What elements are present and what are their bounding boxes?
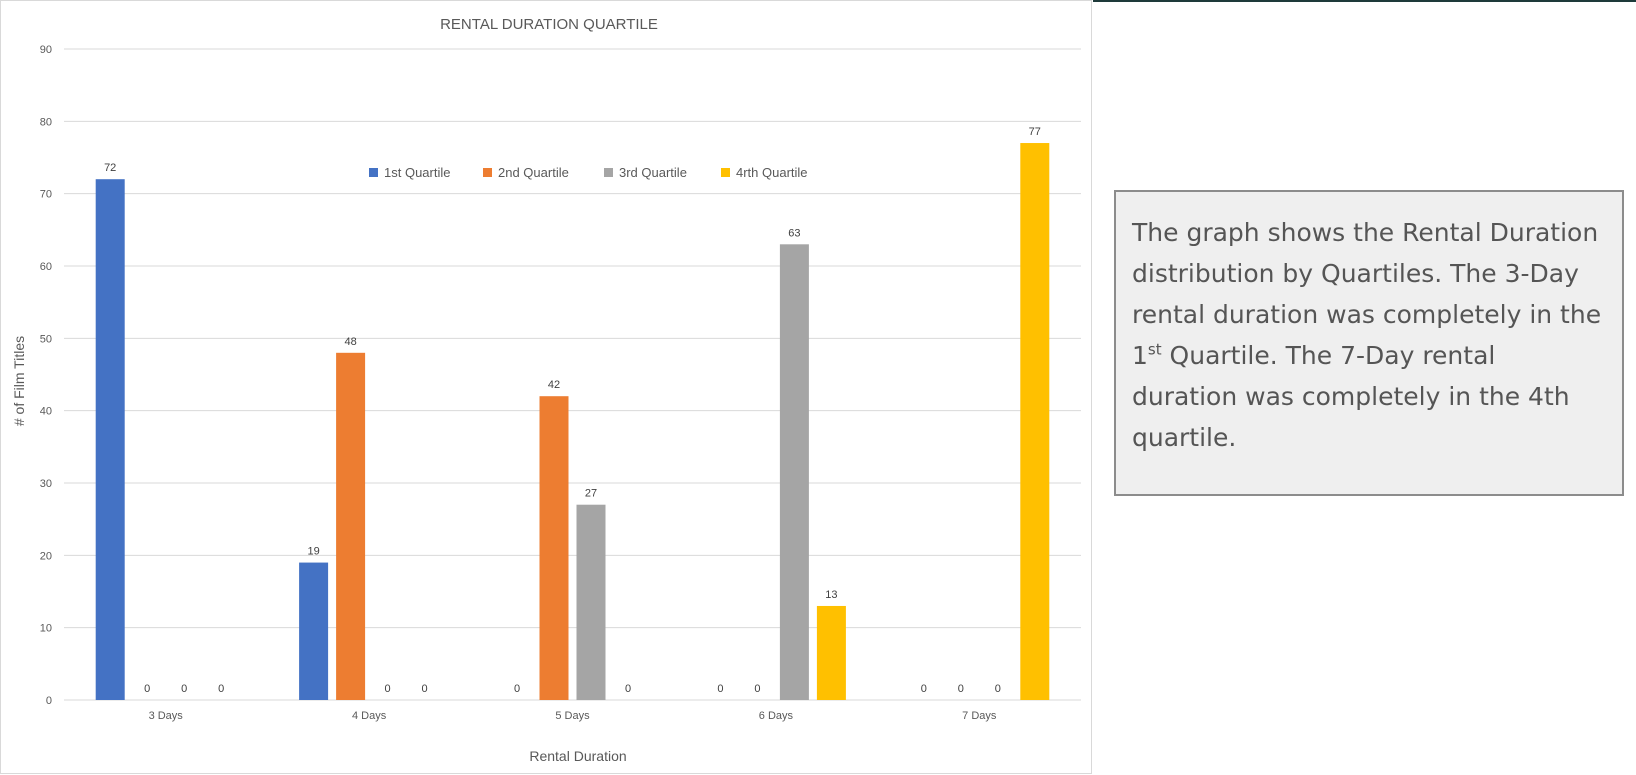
chart-panel: RENTAL DURATION QUARTILE Rental Duration… xyxy=(0,0,1092,774)
data-label: 0 xyxy=(144,683,150,695)
x-tick-label: 6 Days xyxy=(759,710,794,722)
rental-duration-chart: RENTAL DURATION QUARTILE Rental Duration… xyxy=(11,16,1081,764)
data-label: 0 xyxy=(717,683,723,695)
bar xyxy=(816,605,846,700)
data-label: 0 xyxy=(385,683,391,695)
data-labels: 72 0 0 0 19 48 0 0 0 42 27 0 0 0 63 13 0 0 0 77 xyxy=(104,126,1041,695)
data-label: 0 xyxy=(958,683,964,695)
y-axis-ticks: 0 10 20 30 40 50 60 70 80 90 xyxy=(40,44,52,707)
bar xyxy=(336,352,366,700)
legend-swatch xyxy=(604,168,613,177)
y-tick-label: 90 xyxy=(40,44,52,56)
data-label: 0 xyxy=(181,683,187,695)
bar xyxy=(779,244,809,701)
y-tick-label: 70 xyxy=(40,189,52,201)
data-label: 0 xyxy=(422,683,428,695)
note-superscript: st xyxy=(1147,340,1162,359)
x-tick-label: 5 Days xyxy=(555,710,590,722)
data-label: 0 xyxy=(754,683,760,695)
bar xyxy=(95,179,125,700)
data-label: 27 xyxy=(585,488,597,500)
y-tick-label: 20 xyxy=(40,550,52,562)
data-label: 0 xyxy=(995,683,1001,695)
y-tick-label: 10 xyxy=(40,623,52,635)
data-label: 63 xyxy=(788,227,800,239)
data-label: 42 xyxy=(548,379,560,391)
legend: 1st Quartile 2nd Quartile 3rd Quartile 4rth… xyxy=(369,165,808,180)
legend-label: 1st Quartile xyxy=(384,165,450,180)
legend-label: 4rth Quartile xyxy=(736,165,808,180)
legend-swatch xyxy=(369,168,378,177)
x-tick-label: 3 Days xyxy=(149,710,184,722)
bar xyxy=(1020,143,1050,701)
y-tick-label: 40 xyxy=(40,406,52,418)
data-label: 77 xyxy=(1029,126,1041,138)
y-tick-label: 30 xyxy=(40,478,52,490)
data-label: 48 xyxy=(344,336,356,348)
data-label: 19 xyxy=(307,546,319,558)
bar xyxy=(299,562,329,700)
legend-swatch xyxy=(721,168,730,177)
x-axis-ticks: 3 Days 4 Days 5 Days 6 Days 7 Days xyxy=(149,710,997,722)
note-text-part1: The graph shows the Rental Duration dist… xyxy=(1132,218,1602,370)
data-label: 0 xyxy=(218,683,224,695)
data-label: 72 xyxy=(104,162,116,174)
y-tick-label: 80 xyxy=(40,116,52,128)
data-label: 0 xyxy=(921,683,927,695)
legend-label: 2nd Quartile xyxy=(498,165,569,180)
legend-label: 3rd Quartile xyxy=(619,165,687,180)
bars xyxy=(95,143,1050,701)
legend-swatch xyxy=(483,168,492,177)
chart-title: RENTAL DURATION QUARTILE xyxy=(440,16,658,33)
note-text-part2: Quartile. The 7-Day rental duration was … xyxy=(1132,341,1570,452)
top-edge-strip xyxy=(1093,0,1636,2)
y-tick-label: 60 xyxy=(40,261,52,273)
bar xyxy=(539,396,569,700)
x-axis-title: Rental Duration xyxy=(529,748,626,764)
y-tick-label: 50 xyxy=(40,333,52,345)
bar xyxy=(576,504,606,700)
y-tick-label: 0 xyxy=(46,695,52,707)
x-tick-label: 4 Days xyxy=(352,710,387,722)
y-axis-title: # of Film Titles xyxy=(11,336,27,426)
data-label: 0 xyxy=(625,683,631,695)
data-label: 0 xyxy=(514,683,520,695)
gridlines xyxy=(64,48,1081,701)
description-note: The graph shows the Rental Duration dist… xyxy=(1114,190,1624,496)
data-label: 13 xyxy=(825,589,837,601)
x-tick-label: 7 Days xyxy=(962,710,997,722)
